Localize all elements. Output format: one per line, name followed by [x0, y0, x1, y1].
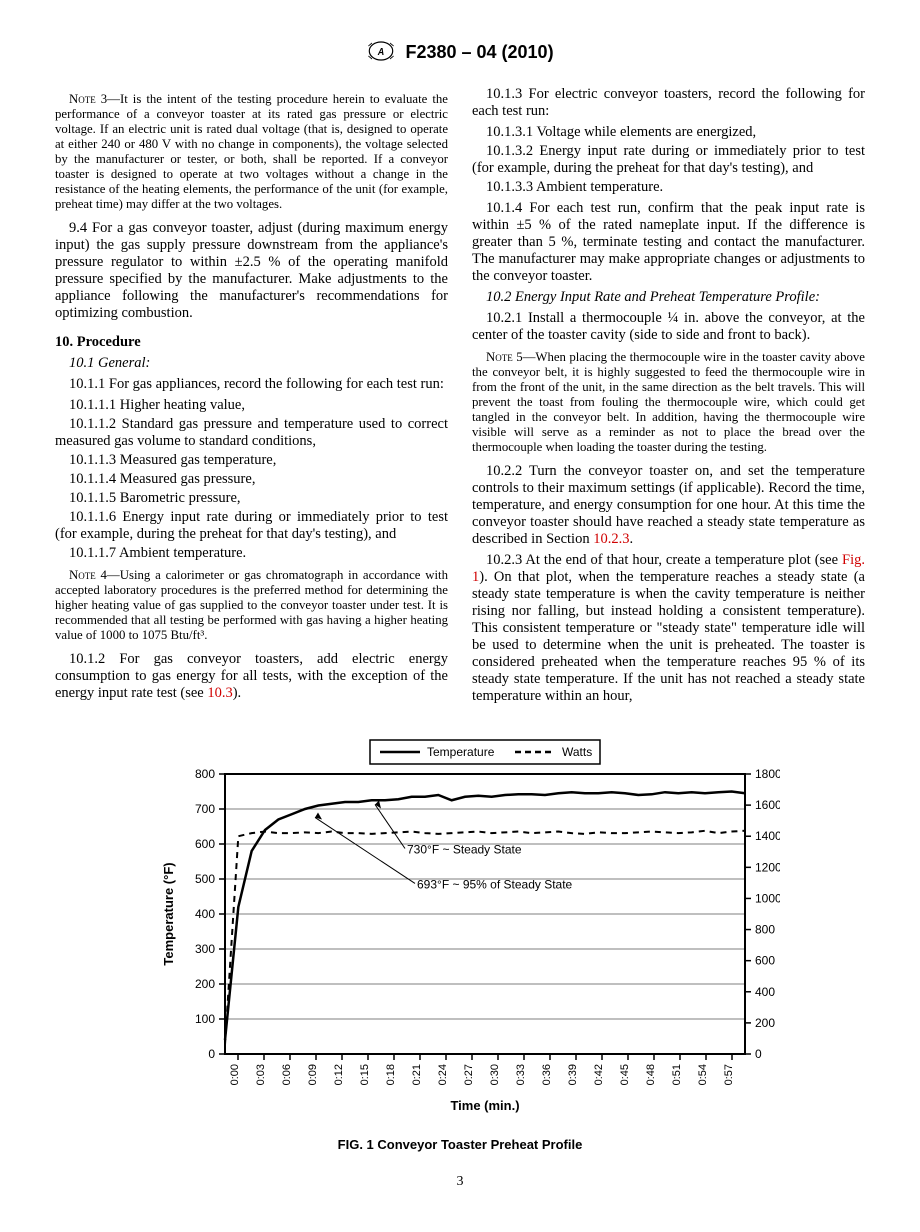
doc-header: A F2380 – 04 (2010) — [55, 40, 865, 64]
svg-text:0: 0 — [755, 1047, 762, 1061]
para-10-2-text: 10.2 Energy Input Rate and Preheat Tempe… — [486, 289, 820, 305]
figure-1: Temperature Watts 0 100 200 300 400 500 600 700 80… — [55, 734, 865, 1152]
note-5: Note 5—When placing the thermocouple wir… — [472, 350, 865, 455]
para-10-1-3-1: 10.1.3.1 Voltage while elements are ener… — [472, 124, 865, 141]
para-10-2-2-a: 10.2.2 Turn the conveyor toaster on, and… — [472, 463, 865, 547]
ref-10-3[interactable]: 10.3 — [207, 685, 232, 701]
svg-text:Temperature: Temperature — [427, 745, 495, 759]
svg-text:0:15: 0:15 — [359, 1064, 371, 1085]
para-10-1-3-2: 10.1.3.2 Energy input rate during or imm… — [472, 143, 865, 177]
svg-text:Time (min.): Time (min.) — [450, 1098, 519, 1113]
body-columns: Note 3—It is the intent of the testing p… — [55, 86, 865, 708]
svg-text:0:48: 0:48 — [645, 1064, 657, 1085]
svg-text:100: 100 — [195, 1012, 215, 1026]
svg-text:0:30: 0:30 — [489, 1064, 501, 1085]
para-10-1-1-6: 10.1.1.6 Energy input rate during or imm… — [55, 509, 448, 543]
svg-text:0:33: 0:33 — [515, 1064, 527, 1085]
svg-text:0: 0 — [208, 1047, 215, 1061]
svg-text:0:21: 0:21 — [411, 1064, 423, 1085]
svg-text:1400: 1400 — [755, 829, 780, 843]
svg-text:0:09: 0:09 — [307, 1064, 319, 1085]
note-3-label: Note 3— — [69, 92, 120, 106]
para-10-1-text: 10.1 General: — [69, 355, 150, 371]
para-10-1: 10.1 General: — [55, 355, 448, 372]
para-10-2-2: 10.2.2 Turn the conveyor toaster on, and… — [472, 463, 865, 548]
svg-text:400: 400 — [195, 907, 215, 921]
note-4-label: Note 4— — [69, 568, 120, 582]
svg-text:0:06: 0:06 — [281, 1064, 293, 1085]
section-10-title: 10. Procedure — [55, 334, 448, 351]
svg-text:700: 700 — [195, 802, 215, 816]
svg-text:0:45: 0:45 — [619, 1064, 631, 1085]
svg-text:1000: 1000 — [755, 891, 780, 905]
page-number: 3 — [55, 1174, 865, 1190]
para-10-1-3: 10.1.3 For electric conveyor toasters, r… — [472, 86, 865, 120]
note-4: Note 4—Using a calorimeter or gas chroma… — [55, 568, 448, 643]
svg-text:1800: 1800 — [755, 767, 780, 781]
ref-10-2-3[interactable]: 10.2.3 — [593, 531, 629, 547]
svg-text:1600: 1600 — [755, 798, 780, 812]
svg-text:0:00: 0:00 — [229, 1064, 241, 1085]
svg-text:300: 300 — [195, 942, 215, 956]
para-10-1-1-4: 10.1.1.4 Measured gas pressure, — [55, 471, 448, 488]
svg-text:0:39: 0:39 — [567, 1064, 579, 1085]
figure-caption: FIG. 1 Conveyor Toaster Preheat Profile — [55, 1137, 865, 1152]
para-10-1-4: 10.1.4 For each test run, confirm that t… — [472, 200, 865, 285]
svg-text:0:18: 0:18 — [385, 1064, 397, 1085]
svg-text:0:42: 0:42 — [593, 1064, 605, 1085]
svg-text:0:57: 0:57 — [723, 1064, 735, 1085]
svg-text:400: 400 — [755, 984, 775, 998]
svg-text:600: 600 — [195, 837, 215, 851]
note-3-text: It is the intent of the testing procedur… — [55, 92, 448, 211]
note-3: Note 3—It is the intent of the testing p… — [55, 92, 448, 212]
svg-text:600: 600 — [755, 953, 775, 967]
svg-text:0:03: 0:03 — [255, 1064, 267, 1085]
para-10-2-1: 10.2.1 Install a thermocouple ¼ in. abov… — [472, 310, 865, 344]
svg-text:200: 200 — [755, 1015, 775, 1029]
preheat-chart: Temperature Watts 0 100 200 300 400 500 600 700 80… — [140, 734, 780, 1124]
svg-text:Temperature (°F): Temperature (°F) — [161, 862, 176, 965]
svg-text:0:27: 0:27 — [463, 1064, 475, 1085]
para-10-2-2-b: . — [629, 531, 633, 547]
para-10-1-2-a: 10.1.2 For gas conveyor toasters, add el… — [55, 651, 448, 701]
svg-text:0:51: 0:51 — [671, 1064, 683, 1085]
para-10-1-1-7: 10.1.1.7 Ambient temperature. — [55, 545, 448, 562]
para-10-2-3-a: 10.2.3 At the end of that hour, create a… — [486, 552, 842, 568]
astm-logo-icon: A — [368, 40, 395, 64]
para-10-2-3: 10.2.3 At the end of that hour, create a… — [472, 552, 865, 705]
svg-text:0:12: 0:12 — [333, 1064, 345, 1085]
para-10-1-1: 10.1.1 For gas appliances, record the fo… — [55, 376, 448, 393]
para-10-1-1-2: 10.1.1.2 Standard gas pressure and tempe… — [55, 416, 448, 450]
para-10-2-3-b: ). On that plot, when the temperature re… — [472, 569, 865, 704]
svg-text:730°F ~ Steady State: 730°F ~ Steady State — [407, 842, 522, 856]
note-5-label: Note 5— — [486, 350, 535, 364]
para-10-1-1-5: 10.1.1.5 Barometric pressure, — [55, 490, 448, 507]
svg-text:0:36: 0:36 — [541, 1064, 553, 1085]
svg-text:A: A — [377, 47, 385, 59]
svg-text:693°F ~ 95% of Steady State: 693°F ~ 95% of Steady State — [417, 877, 573, 891]
doc-designation: F2380 – 04 (2010) — [405, 42, 553, 62]
para-10-1-1-3: 10.1.1.3 Measured gas temperature, — [55, 452, 448, 469]
note-5-text: When placing the thermocouple wire in th… — [472, 350, 865, 454]
svg-text:Watts: Watts — [562, 745, 592, 759]
para-10-1-3-3: 10.1.3.3 Ambient temperature. — [472, 179, 865, 196]
svg-text:800: 800 — [755, 922, 775, 936]
svg-text:500: 500 — [195, 872, 215, 886]
svg-text:0:24: 0:24 — [437, 1064, 449, 1085]
svg-text:800: 800 — [195, 767, 215, 781]
svg-text:200: 200 — [195, 977, 215, 991]
para-10-1-2-b: ). — [233, 685, 241, 701]
para-9-4: 9.4 For a gas conveyor toaster, adjust (… — [55, 220, 448, 322]
svg-text:1200: 1200 — [755, 860, 780, 874]
svg-text:0:54: 0:54 — [697, 1064, 709, 1085]
para-10-1-2: 10.1.2 For gas conveyor toasters, add el… — [55, 651, 448, 702]
para-10-1-1-1: 10.1.1.1 Higher heating value, — [55, 397, 448, 414]
para-10-2: 10.2 Energy Input Rate and Preheat Tempe… — [472, 289, 865, 306]
